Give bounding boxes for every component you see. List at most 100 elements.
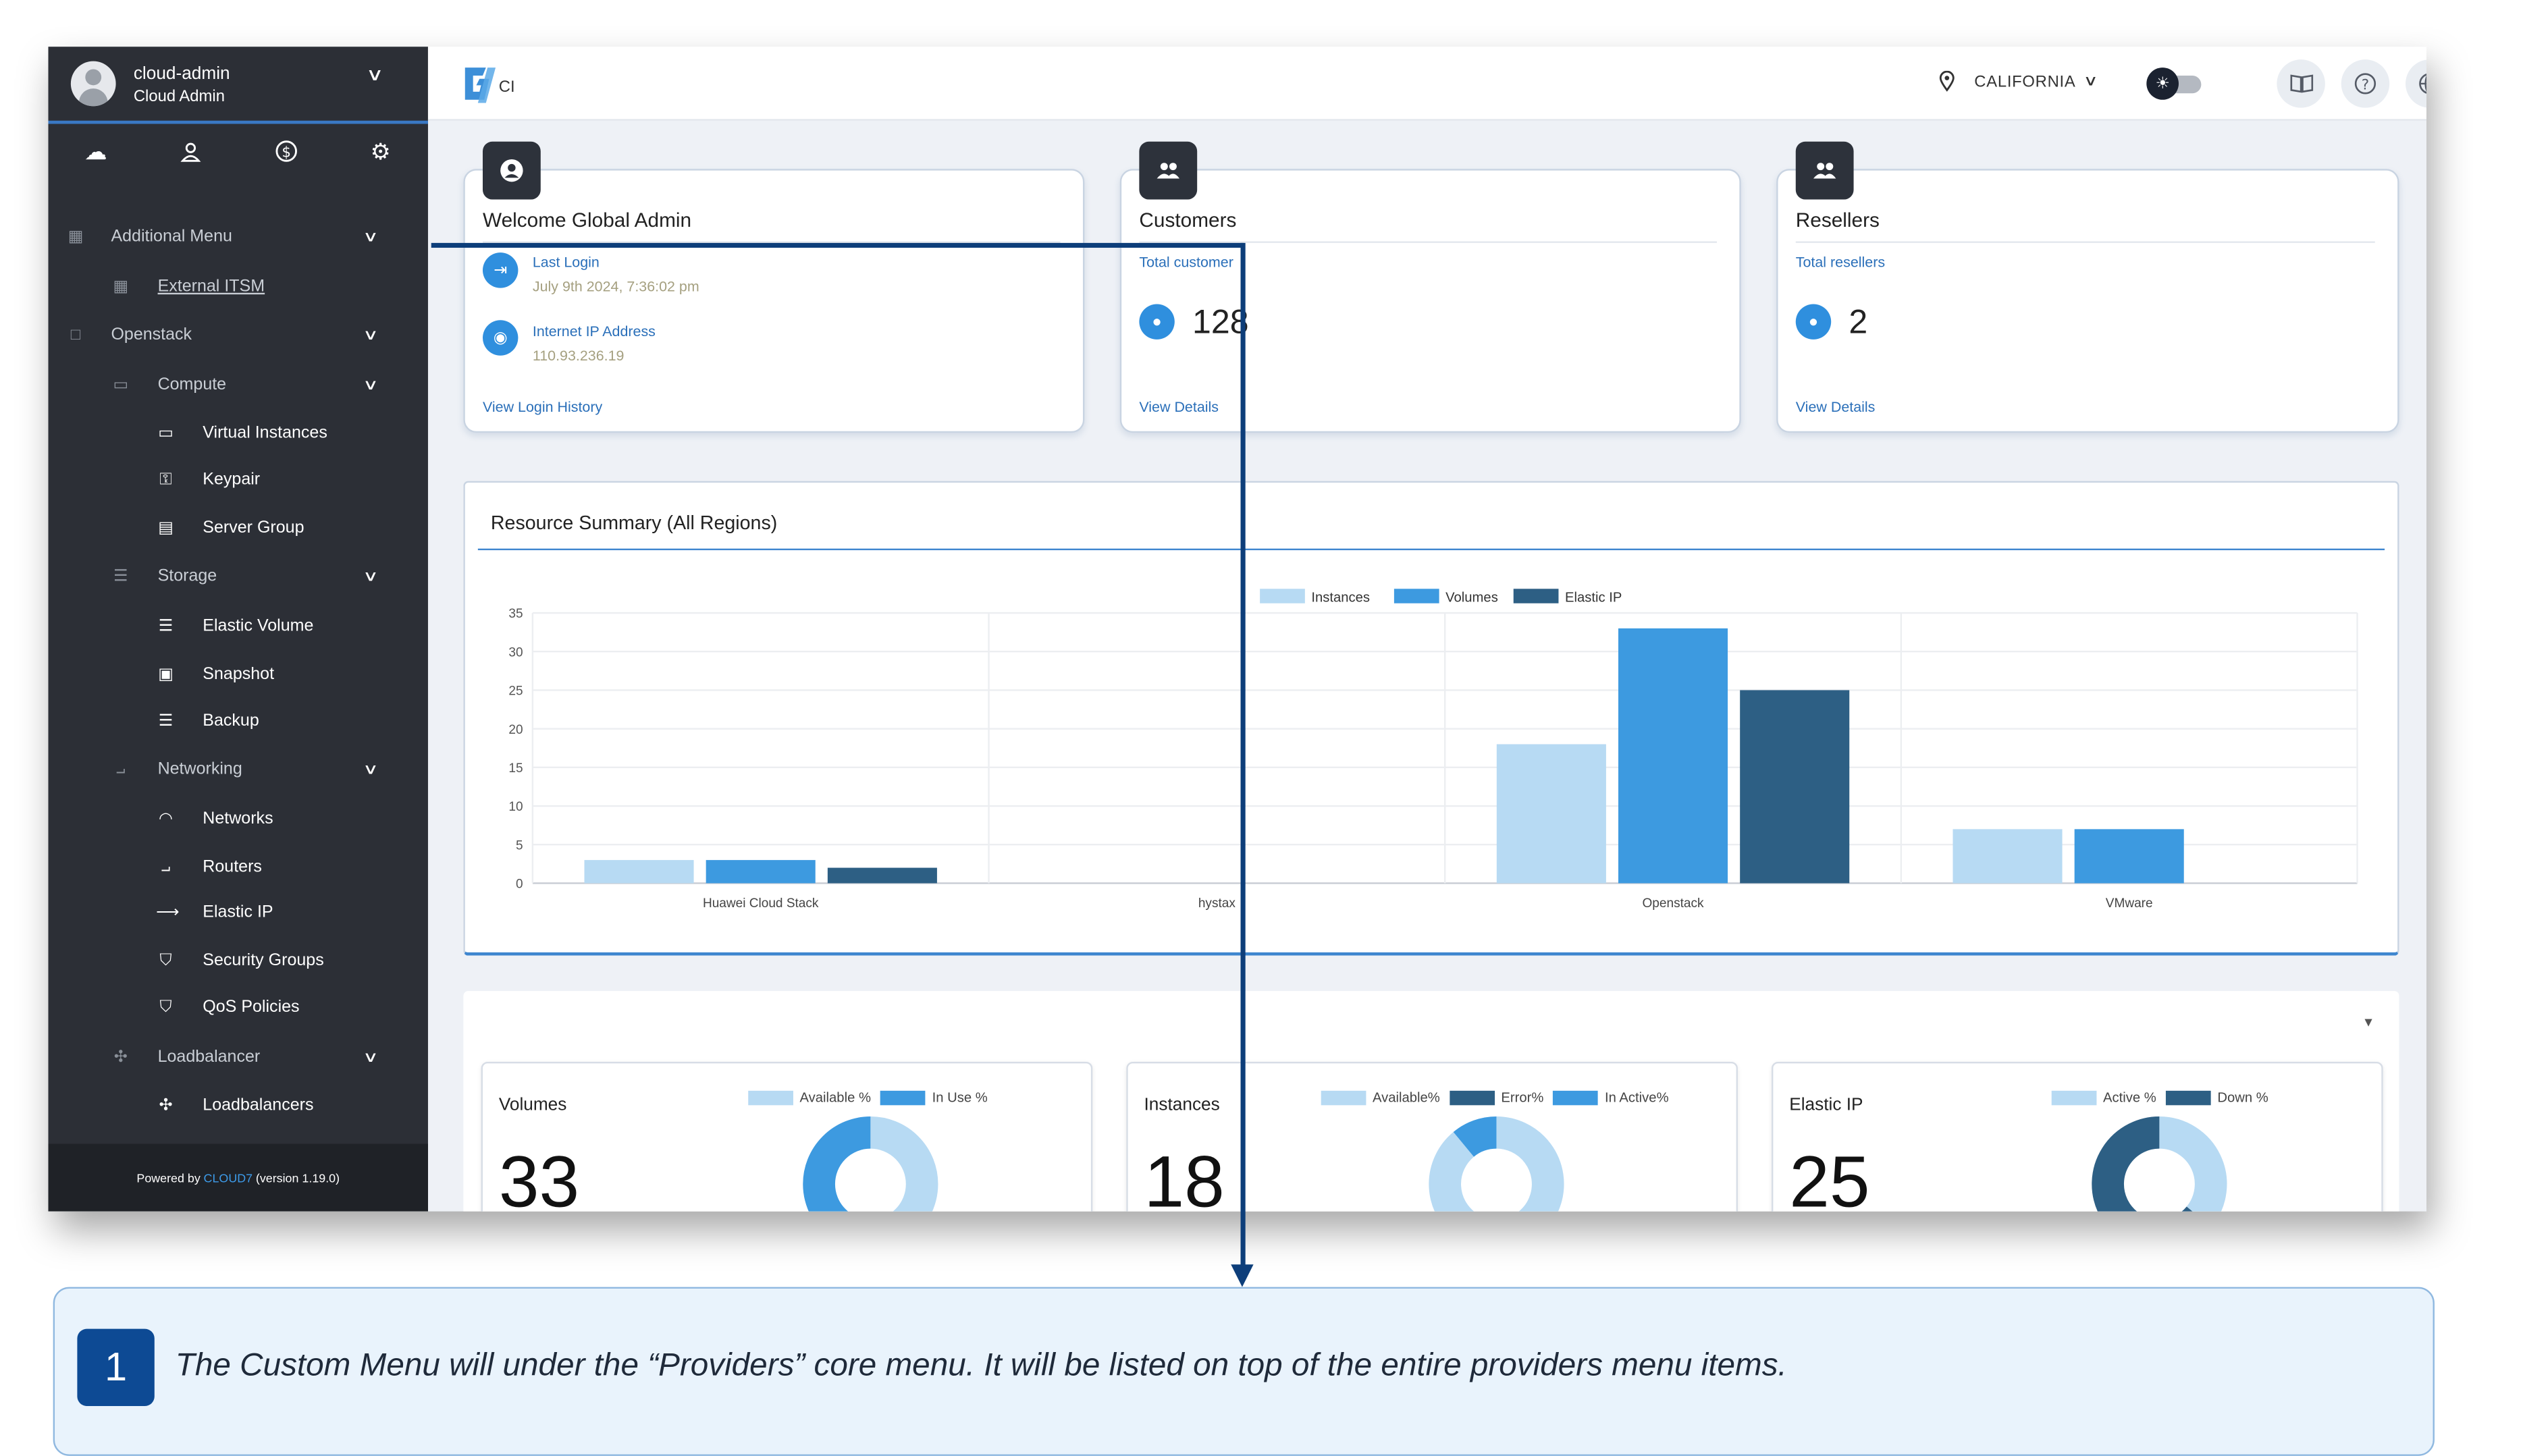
users-icon — [1139, 141, 1198, 200]
location-pin-icon: ◉ — [482, 320, 519, 356]
resource-bar-chart: 0 5 10 15 20 25 30 35 Huawei Cloud Stack hystax Op… — [508, 589, 2358, 911]
sidebar-item-storage[interactable]: ☰ Storage ∨ — [48, 558, 427, 593]
sidebar-item-label: QoS Policies — [203, 997, 300, 1017]
donut-segment — [1453, 1116, 1497, 1158]
region-selector[interactable]: CALIFORNIA — [1974, 74, 2076, 92]
sidebar-item-backup[interactable]: ☰ Backup — [48, 703, 427, 738]
chevron-down-icon[interactable]: ∨ — [2083, 72, 2098, 89]
sidebar-item-qos-policies[interactable]: ⛉ QoS Policies — [48, 990, 427, 1025]
sidebar-item-loadbalancer[interactable]: ✣ Loadbalancer ∨ — [48, 1040, 427, 1075]
y-tick-label: 30 — [508, 645, 523, 659]
legend-swatch — [1260, 589, 1305, 603]
chevron-down-icon[interactable]: ∨ — [365, 65, 384, 86]
tab-settings[interactable]: ⚙ — [333, 127, 428, 175]
legend-item[interactable]: Error% — [1450, 1089, 1543, 1105]
stat-legend: Available % In Use % — [748, 1089, 988, 1105]
sidebar-item-elastic-ip[interactable]: ⟶ Elastic IP — [48, 894, 427, 929]
welcome-title: Welcome Global Admin — [482, 209, 692, 232]
stat-legend: Available% Error% In Active% — [1321, 1089, 1669, 1105]
legend-item[interactable]: Available % — [748, 1089, 871, 1105]
grid-icon: ▦ — [113, 277, 128, 296]
square-icon: □ — [70, 325, 81, 344]
sidebar-item-external-itsm[interactable]: ▦ External ITSM — [48, 269, 427, 304]
legend-label: Elastic IP — [1565, 590, 1622, 605]
sidebar: cloud-admin Cloud Admin ∨ ☁ $ ⚙ ▦ Additio… — [48, 47, 428, 1212]
grid-icon: ▦ — [68, 227, 84, 246]
user-role: Cloud Admin — [133, 88, 225, 107]
tab-user[interactable] — [143, 127, 238, 175]
legend-swatch — [1513, 589, 1559, 603]
globe-icon — [2419, 74, 2427, 94]
bar-instances — [1953, 829, 2063, 884]
welcome-card: Welcome Global Admin ⇥ Last Login July 9… — [463, 141, 1085, 433]
resellers-count: 2 — [1849, 304, 1868, 342]
divider — [1139, 241, 1717, 243]
docs-button[interactable] — [2277, 59, 2325, 108]
legend-item[interactable]: In Use % — [880, 1089, 988, 1105]
chevron-down-icon[interactable]: ∨ — [363, 227, 379, 244]
powered-by: Powered by CLOUD7 (version 1.19.0) — [48, 1143, 428, 1212]
resource-summary-title: Resource Summary (All Regions) — [490, 511, 778, 535]
resellers-view-details-link[interactable]: View Details — [1795, 399, 1876, 415]
legend-item[interactable]: Active % — [2051, 1089, 2156, 1105]
legend-label: Volumes — [1445, 590, 1498, 605]
ip-label: Internet IP Address — [532, 323, 656, 340]
volumes-donut — [803, 1116, 938, 1212]
sidebar-item-openstack[interactable]: □ Openstack ∨ — [48, 317, 427, 352]
customers-subtitle: Total customer — [1139, 254, 1233, 271]
resellers-title: Resellers — [1795, 209, 1880, 232]
help-button[interactable]: ? — [2341, 59, 2390, 108]
customers-view-details-link[interactable]: View Details — [1139, 399, 1219, 415]
sidebar-item-virtual-instances[interactable]: ▭ Virtual Instances — [48, 415, 427, 450]
y-tick-label: 15 — [508, 761, 523, 776]
x-tick-label: hystax — [1198, 896, 1236, 911]
gear-icon: ⚙ — [370, 137, 391, 163]
sidebar-item-networking[interactable]: ⨼ Networking ∨ — [48, 751, 427, 786]
sidebar-item-compute[interactable]: ▭ Compute ∨ — [48, 367, 427, 402]
legend-item[interactable]: Down % — [2166, 1089, 2268, 1105]
chevron-down-icon[interactable]: ∨ — [363, 760, 379, 776]
sidebar-item-keypair[interactable]: ⚿ Keypair — [48, 462, 427, 497]
language-button[interactable] — [2406, 59, 2427, 108]
app-window: cloud-admin Cloud Admin ∨ ☁ $ ⚙ ▦ Additio… — [48, 47, 2427, 1212]
divider — [482, 241, 1061, 243]
divider — [477, 548, 2385, 551]
sidebar-item-snapshot[interactable]: ▣ Snapshot — [48, 656, 427, 691]
tab-billing[interactable]: $ — [238, 127, 334, 175]
sidebar-item-label: Routers — [203, 857, 262, 877]
chevron-down-icon[interactable]: ∨ — [363, 375, 379, 392]
donut-segment — [803, 1116, 872, 1212]
caret-down-icon[interactable]: ▼ — [2362, 1015, 2375, 1030]
bar-instances — [1496, 744, 1606, 884]
tab-cloud[interactable]: ☁ — [48, 127, 143, 175]
sidebar-item-routers[interactable]: ⨼ Routers — [48, 849, 427, 884]
chevron-down-icon[interactable]: ∨ — [363, 567, 379, 583]
donut-segment — [870, 1116, 938, 1212]
sidebar-item-security-groups[interactable]: ⛉ Security Groups — [48, 943, 427, 978]
location-pin-icon — [1939, 70, 1955, 97]
legend-item[interactable]: In Active% — [1553, 1089, 1669, 1105]
sidebar-item-elastic-volume[interactable]: ☰ Elastic Volume — [48, 608, 427, 643]
topbar: CI CALIFORNIA ∨ ☀ ? — [427, 47, 2427, 121]
theme-toggle[interactable]: ☀ — [2146, 68, 2204, 100]
list-icon: ☰ — [158, 711, 174, 730]
chevron-down-icon[interactable]: ∨ — [363, 1048, 379, 1064]
last-login-value: July 9th 2024, 7:36:02 pm — [532, 278, 699, 295]
y-tick-label: 0 — [516, 878, 523, 892]
app-logo[interactable]: CI — [460, 61, 525, 107]
sidebar-item-label: Snapshot — [203, 664, 275, 684]
view-login-history-link[interactable]: View Login History — [482, 399, 603, 415]
customers-count: 128 — [1192, 304, 1249, 342]
sidebar-item-server-group[interactable]: ▤ Server Group — [48, 510, 427, 545]
legend-swatch — [1393, 589, 1439, 603]
legend-item[interactable]: Available% — [1321, 1089, 1440, 1105]
chevron-down-icon[interactable]: ∨ — [363, 325, 379, 342]
annotation-line — [431, 242, 1244, 248]
sidebar-item-loadbalancers[interactable]: ✣ Loadbalancers — [48, 1087, 427, 1123]
sidebar-item-networks[interactable]: ◠ Networks — [48, 801, 427, 836]
user-menu[interactable]: cloud-admin Cloud Admin ∨ — [48, 47, 428, 124]
sidebar-item-label: Keypair — [203, 469, 261, 489]
powered-brand-link[interactable]: CLOUD7 — [203, 1170, 253, 1185]
sidebar-item-additional-menu[interactable]: ▦ Additional Menu ∨ — [48, 219, 427, 254]
